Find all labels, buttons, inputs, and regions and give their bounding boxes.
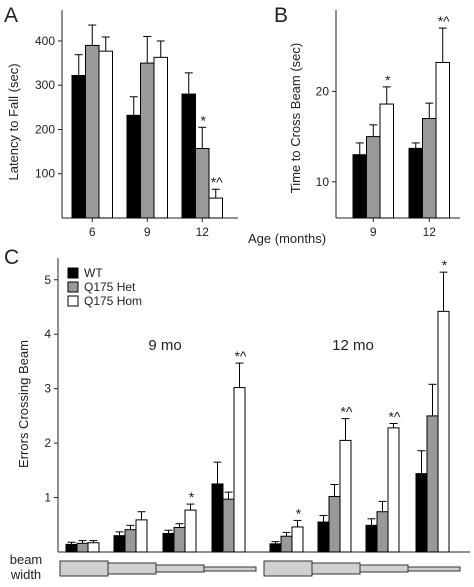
panel-a-ylabel: Latency to Fall (sec) <box>6 63 21 180</box>
beam-width-label-line2: width <box>10 567 41 582</box>
panel-b-bar-q175-het <box>422 118 437 219</box>
panel-c-bar-q175-het <box>426 415 439 553</box>
panel-c-significance-label: * <box>442 257 448 273</box>
beam-segment-1 <box>263 560 313 577</box>
panel-c-bar-q175-het <box>124 529 137 553</box>
panel-a-y-tick-label: 400 <box>35 34 55 48</box>
beam-segment-1 <box>59 560 109 577</box>
panel-c-bar-wt <box>113 535 126 553</box>
panel-c-y-tick-label: 3 <box>44 382 51 396</box>
beam-segment-3 <box>155 564 205 573</box>
panel-a-y-tick-label: 300 <box>35 78 55 92</box>
panel-a-significance-label: * <box>201 112 207 128</box>
panel-b-y-tick-label: 20 <box>316 84 330 98</box>
panel-c-bar-q175-het <box>376 511 389 553</box>
panel-c-bar-q175-hom <box>291 526 304 553</box>
panel-a-xlabel: Age (months) <box>248 231 326 246</box>
panel-b-bar-q175-hom <box>379 103 394 219</box>
panel-c-bar-wt <box>317 521 330 553</box>
panel-b-bar-q175-het <box>366 136 381 219</box>
panel-b-bar-q175-hom <box>435 61 450 219</box>
panel-c-letter: C <box>4 246 19 269</box>
panel-c-bar-q175-hom <box>437 310 450 553</box>
panel-c-significance-label: *^ <box>388 409 400 425</box>
panel-c-bar-q175-het <box>328 495 341 553</box>
beam-width-illustration-12mo <box>263 560 461 577</box>
panel-c-y-tick-label: 2 <box>44 436 51 450</box>
legend-label-wt: WT <box>84 266 103 280</box>
panel-b-ylabel: Time to Cross Beam (sec) <box>288 43 303 194</box>
panel-c-y-tick-label: 5 <box>44 273 51 287</box>
panel-b-bar-wt <box>352 154 367 219</box>
panel-c-bar-q175-hom <box>184 509 197 553</box>
panel-c-bar-q175-het <box>222 498 235 553</box>
beam-segment-4 <box>203 566 257 572</box>
panel-c-ylabel: Errors Crossing Beam <box>16 340 31 468</box>
panel-b-x-tick-label: 12 <box>423 225 437 239</box>
panel-c-bar-q175-hom <box>387 427 400 553</box>
panel-c-bar-q175-het <box>280 535 293 553</box>
panel-a-bar-wt <box>71 74 86 219</box>
beam-width-label-line1: beam <box>10 552 43 567</box>
beam-segment-4 <box>407 566 461 572</box>
legend-swatch-q175-hom <box>67 295 79 307</box>
panel-a-x-tick-label: 9 <box>144 225 151 239</box>
panel-a-bar-q175-het <box>85 44 100 219</box>
legend-swatch-wt <box>67 267 79 279</box>
panel-a-x-tick-label: 6 <box>89 225 96 239</box>
beam-segment-2 <box>311 562 361 575</box>
panel-c-bar-q175-hom <box>339 439 352 553</box>
panel-c-significance-label: * <box>296 505 302 521</box>
panel-c-bar-q175-het <box>173 527 186 553</box>
panel-c-bar-q175-hom <box>135 519 148 553</box>
panel-a-bar-q175-het <box>195 148 210 219</box>
panel-c-bar-q175-hom <box>233 387 246 553</box>
beam-width-illustration-9mo <box>59 560 257 577</box>
panel-c-significance-label: * <box>189 489 195 505</box>
panel-a-bar-q175-hom <box>208 197 223 219</box>
panel-a-significance-label: *^ <box>211 174 223 190</box>
legend-label-q175-hom: Q175 Hom <box>84 294 142 308</box>
panel-a-y-tick-label: 200 <box>35 122 55 136</box>
group-label-12mo: 12 mo <box>332 337 374 354</box>
panel-b-significance-label: *^ <box>438 13 450 29</box>
panel-c-y-tick-label: 1 <box>44 491 51 505</box>
beam-segment-3 <box>359 564 409 573</box>
panel-c-bar-wt <box>65 543 78 553</box>
panel-b-letter: B <box>274 4 288 27</box>
panel-b-bar-wt <box>408 147 423 219</box>
panel-b-significance-label: * <box>385 72 391 88</box>
panel-a-bar-q175-het <box>140 62 155 219</box>
panel-a-bar-wt <box>181 93 196 219</box>
legend-label-q175-het: Q175 Het <box>84 280 136 294</box>
panel-c-bar-wt <box>415 473 428 553</box>
panel-c-significance-label: *^ <box>340 404 352 420</box>
panel-c-bar-wt <box>365 524 378 553</box>
panel-a-bar-q175-hom <box>98 50 113 219</box>
beam-segment-2 <box>107 562 157 575</box>
panel-c-y-tick-label: 4 <box>44 327 51 341</box>
panel-b-y-tick-label: 10 <box>316 175 330 189</box>
panel-c-bar-wt <box>211 483 224 553</box>
panel-a-bar-wt <box>126 114 141 219</box>
group-label-9mo: 9 mo <box>148 337 181 354</box>
panel-c-bar-wt <box>162 532 175 553</box>
panel-c-bar-q175-hom <box>87 542 100 553</box>
panel-c-significance-label: *^ <box>234 348 246 364</box>
panel-c-bar-wt <box>269 543 282 553</box>
panel-a-y-tick-label: 100 <box>35 167 55 181</box>
panel-a-bar-q175-hom <box>153 56 168 219</box>
panel-b-x-tick-label: 9 <box>370 225 377 239</box>
legend-swatch-q175-het <box>67 281 79 293</box>
panel-a-x-tick-label: 12 <box>196 225 210 239</box>
panel-a-letter: A <box>4 4 18 27</box>
panel-c-bar-q175-het <box>76 542 89 553</box>
